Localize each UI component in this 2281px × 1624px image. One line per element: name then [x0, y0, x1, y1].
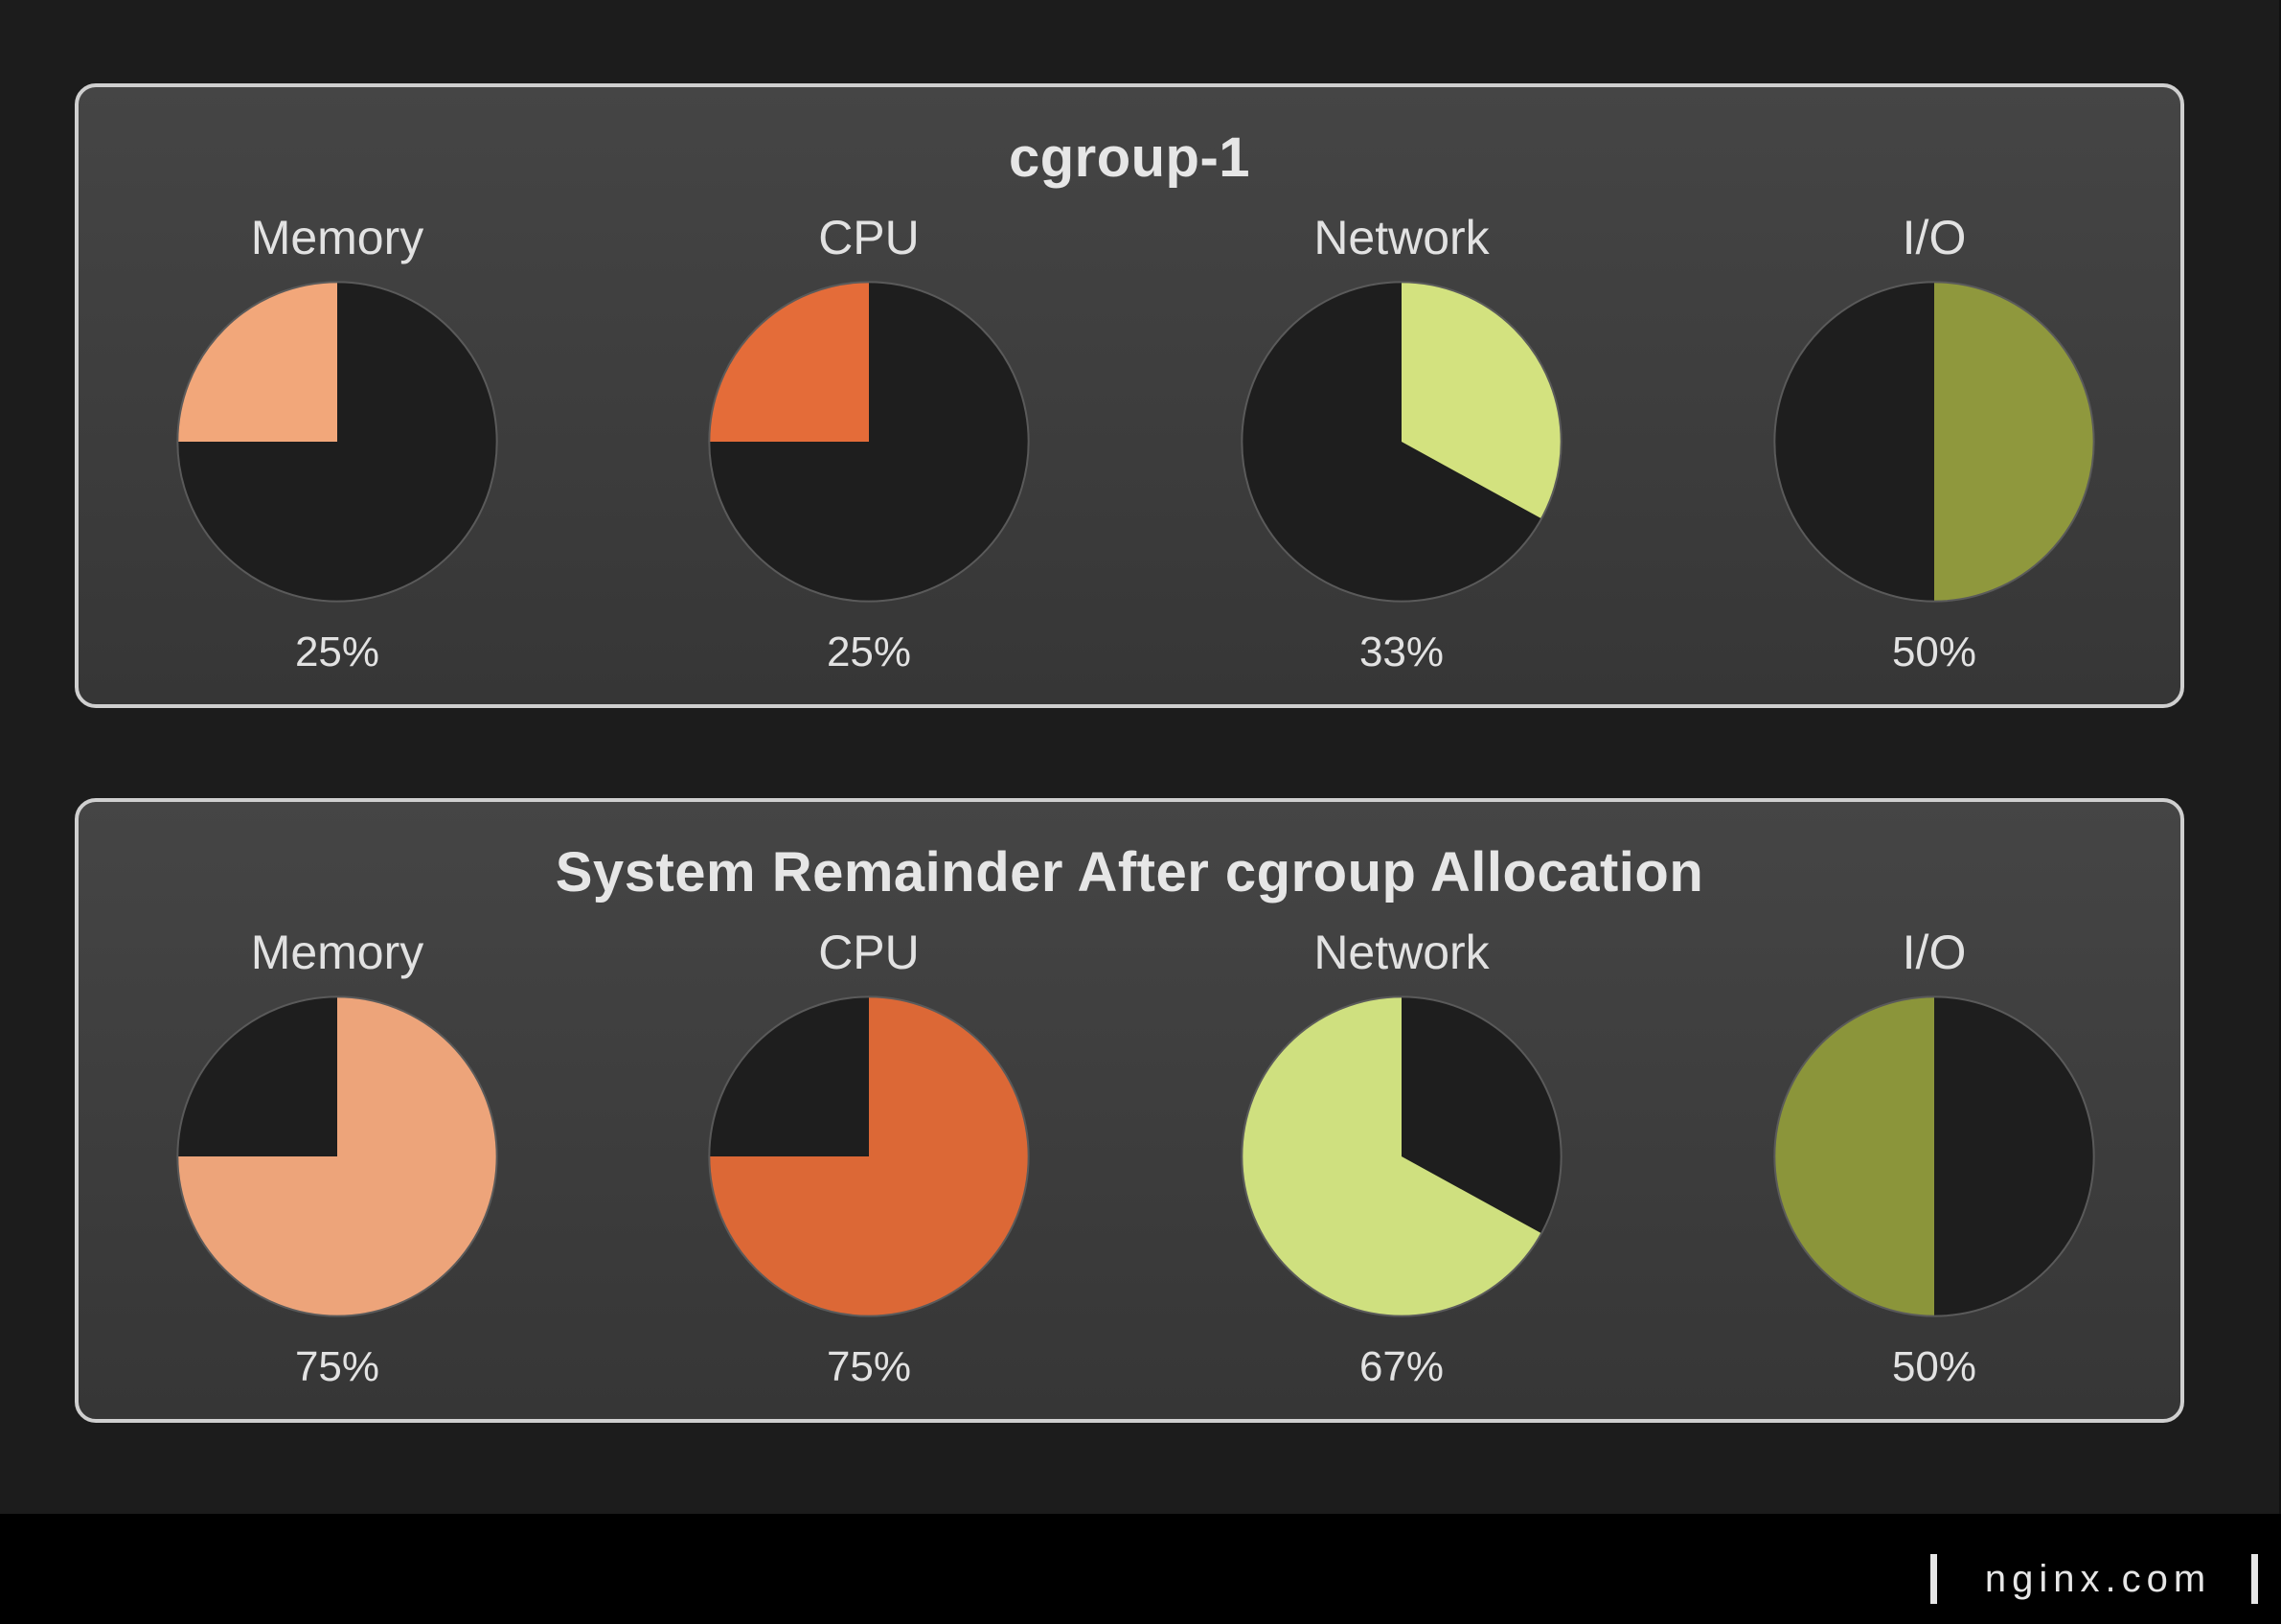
pie-chart-cpu: CPU 75%: [696, 802, 1041, 1427]
chart-value: 33%: [1358, 629, 1445, 675]
chart-label: Network: [1313, 926, 1490, 979]
slide-edge: [2279, 0, 2281, 1514]
pie-cpu: [708, 995, 1030, 1317]
chart-label: I/O: [1902, 211, 1967, 264]
pie-outline: [176, 995, 498, 1317]
pie-filled-slice: [1774, 996, 1934, 1316]
chart-label: Memory: [250, 211, 424, 264]
pie-chart-row: Memory 75% CPU 75% Network 67% I/O 50%: [79, 802, 2180, 1419]
chart-value: 75%: [294, 1343, 380, 1390]
pie-outline: [708, 281, 1030, 603]
pie-filled-slice: [1402, 282, 1562, 519]
chart-value: 25%: [826, 629, 912, 675]
pie-chart-row: Memory 25% CPU 25% Network 33% I/O 50%: [79, 87, 2180, 704]
panel-title: cgroup-1: [1008, 126, 1251, 189]
chart-value: 67%: [1358, 1343, 1445, 1390]
pie-filled-slice: [1934, 282, 2094, 602]
pie-memory: [176, 995, 498, 1317]
slide: cgroup-1 Memory 25% CPU 25% Network 33% …: [75, 0, 2281, 1514]
footer-bar: nginx.com: [0, 1514, 2281, 1624]
chart-value: 25%: [294, 629, 380, 675]
pie-chart-io: I/O 50%: [1762, 802, 2107, 1427]
chart-label: I/O: [1902, 926, 1967, 979]
pie-outline: [1241, 281, 1562, 603]
chart-value: 50%: [1891, 1343, 1977, 1390]
pie-filled-slice: [709, 282, 869, 442]
pie-filled-slice: [1242, 996, 1542, 1316]
footer-brand[interactable]: nginx.com: [1984, 1558, 2212, 1600]
pie-filled-slice: [709, 996, 1029, 1316]
chart-label: Network: [1313, 211, 1490, 264]
footer-divider: [1930, 1554, 1937, 1604]
pie-memory: [176, 281, 498, 603]
pie-network: [1241, 281, 1562, 603]
pie-chart-network: Network 67%: [1229, 802, 1574, 1427]
pie-chart-io: I/O 50%: [1762, 87, 2107, 712]
system-remainder-panel: System Remainder After cgroup Allocation…: [75, 798, 2184, 1423]
pie-filled-slice: [177, 996, 497, 1316]
pie-outline: [1241, 995, 1562, 1317]
pie-chart-memory: Memory 75%: [165, 802, 510, 1427]
pie-chart-cpu: CPU 25%: [696, 87, 1041, 712]
chart-value: 75%: [826, 1343, 912, 1390]
footer-divider: [2251, 1554, 2258, 1604]
pie-io: [1773, 995, 2095, 1317]
pie-cpu: [708, 281, 1030, 603]
cgroup-1-panel: cgroup-1 Memory 25% CPU 25% Network 33% …: [75, 83, 2184, 708]
pie-chart-network: Network 33%: [1229, 87, 1574, 712]
chart-label: CPU: [818, 211, 920, 264]
panel-title: System Remainder After cgroup Allocation: [555, 841, 1704, 903]
chart-label: CPU: [818, 926, 920, 979]
pie-outline: [176, 281, 498, 603]
pie-outline: [1773, 281, 2095, 603]
pie-chart-memory: Memory 25%: [165, 87, 510, 712]
chart-label: Memory: [250, 926, 424, 979]
pie-io: [1773, 281, 2095, 603]
pie-network: [1241, 995, 1562, 1317]
chart-value: 50%: [1891, 629, 1977, 675]
pie-outline: [1773, 995, 2095, 1317]
pie-filled-slice: [177, 282, 337, 442]
pie-outline: [708, 995, 1030, 1317]
